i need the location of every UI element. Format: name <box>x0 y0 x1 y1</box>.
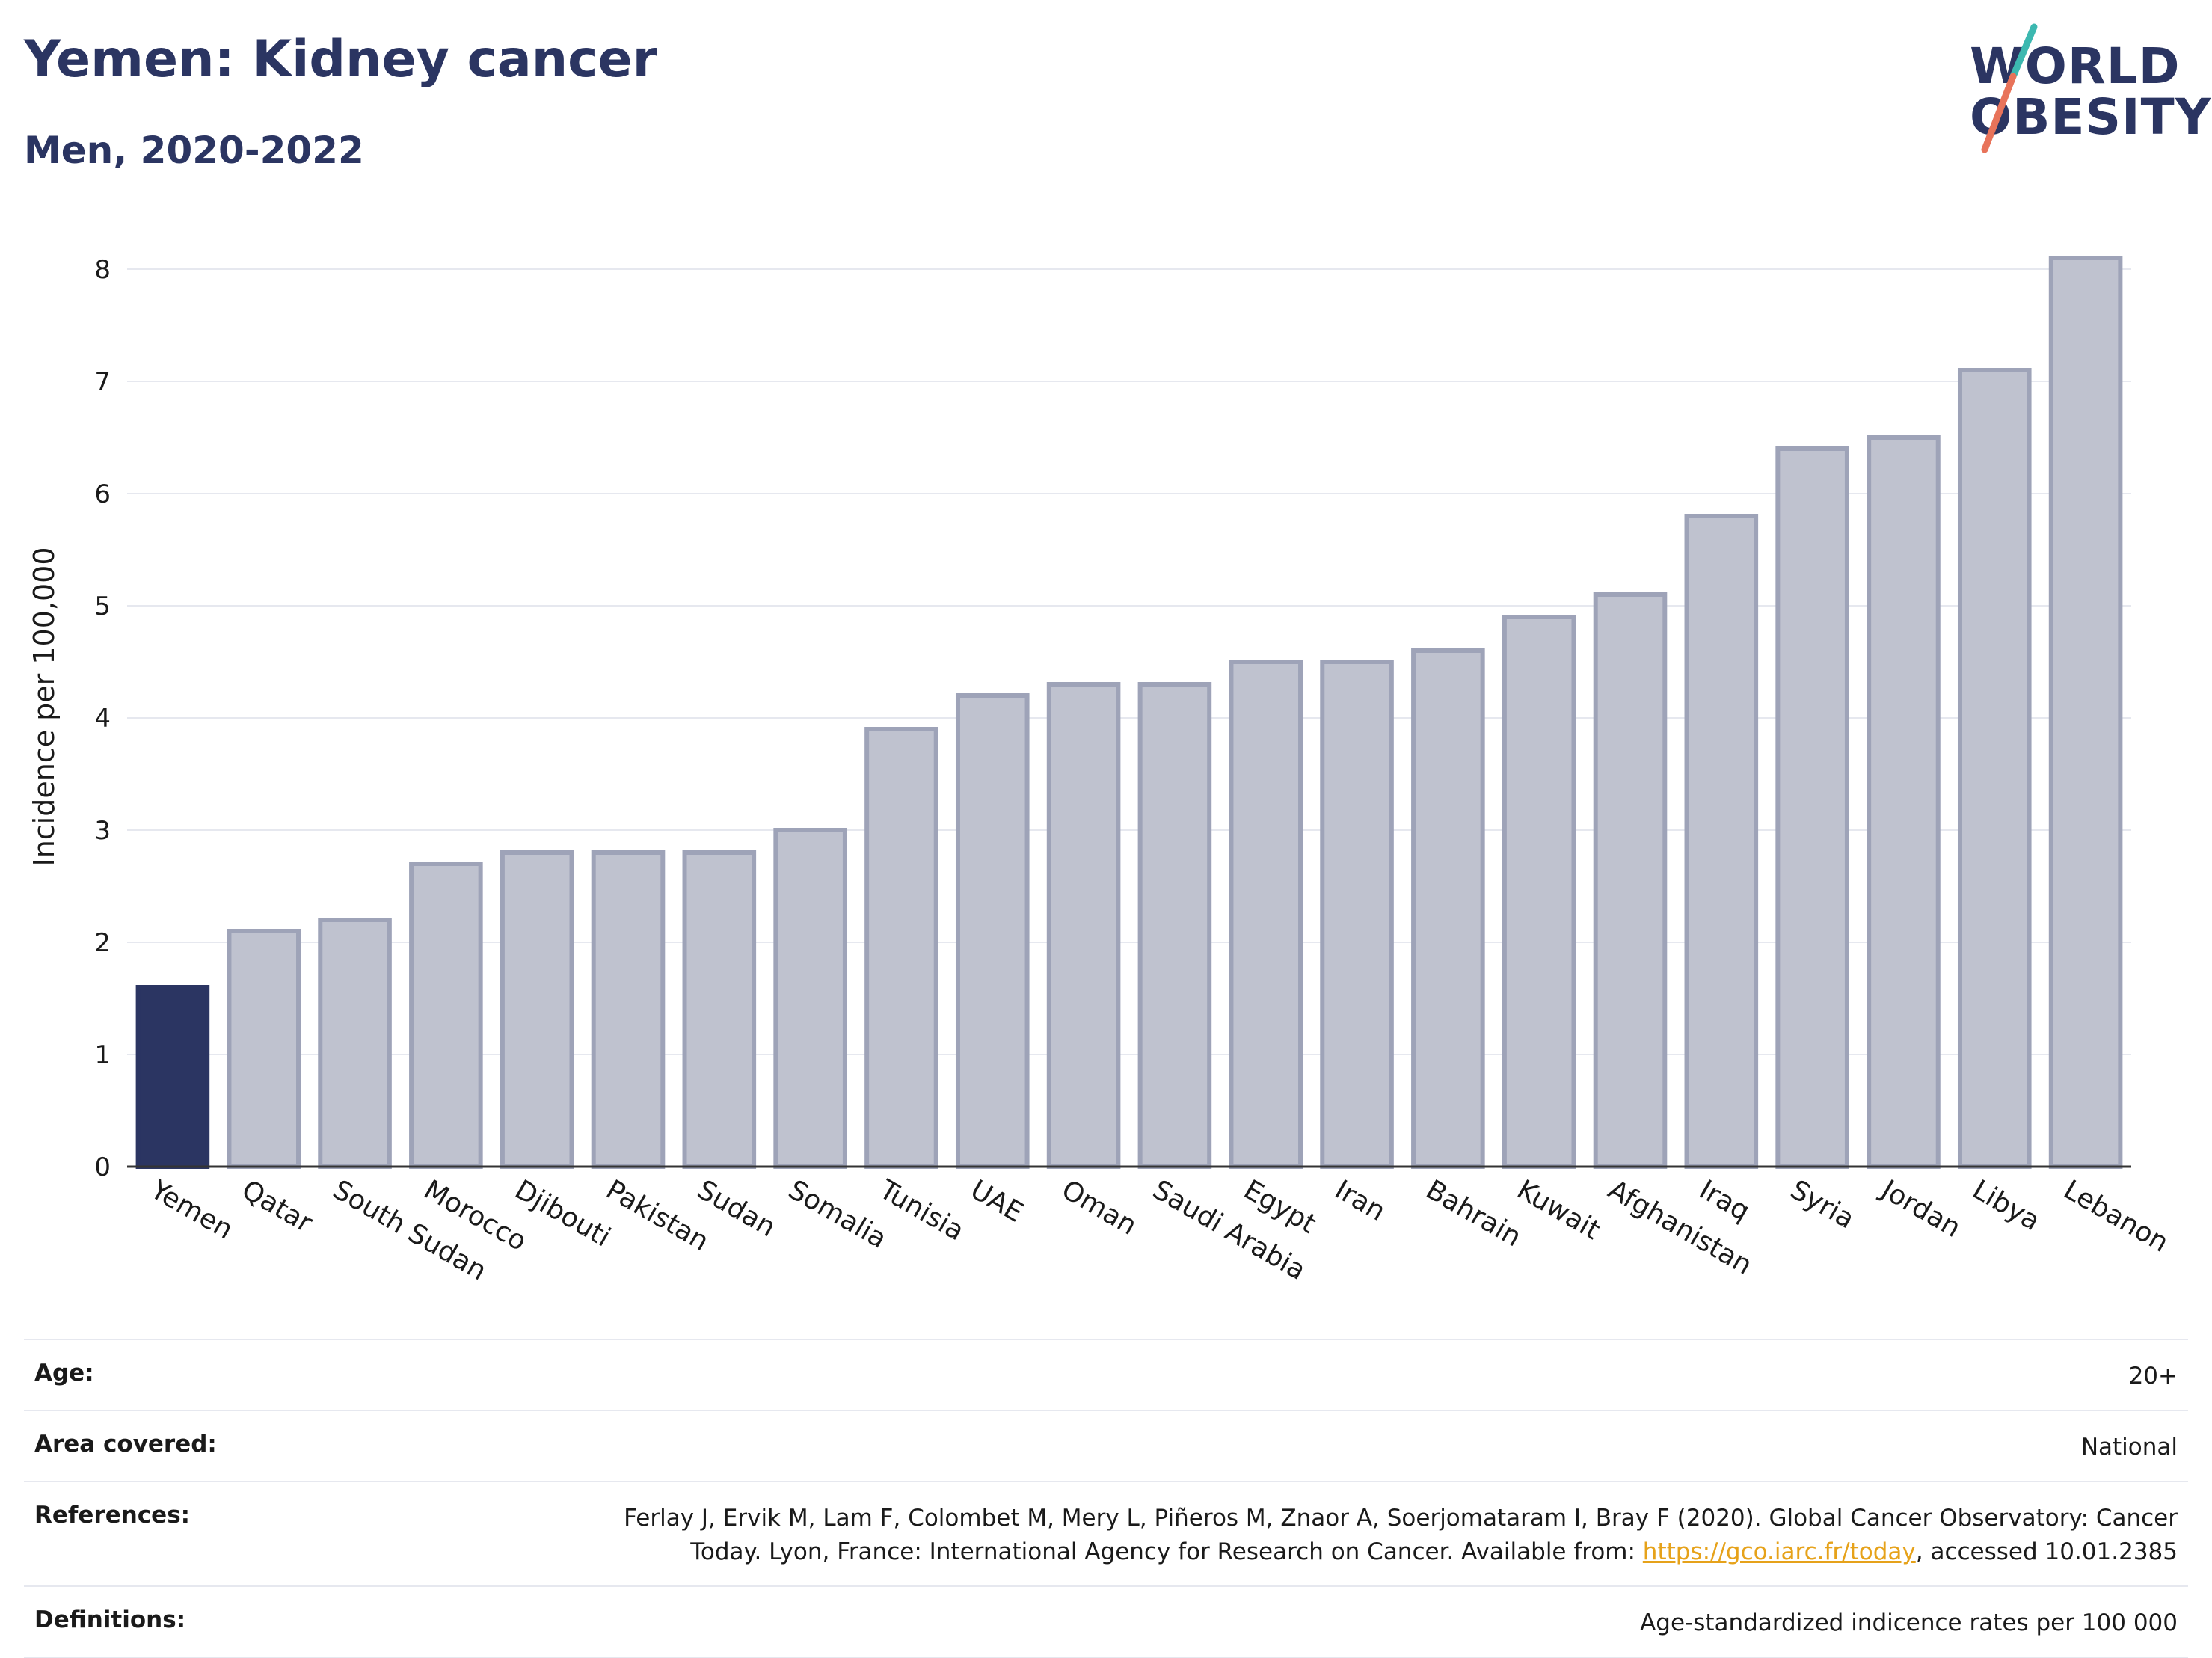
bar-iran <box>1320 660 1394 1169</box>
y-tick-label: 3 <box>94 816 111 846</box>
x-tick-label: Saudi Arabia <box>1147 1174 1310 1286</box>
info-age-value: 20+ <box>2128 1363 2178 1390</box>
info-table: Age: 20+ Area covered: National Referenc… <box>24 1339 2188 1658</box>
bar-jordan <box>1867 435 1941 1169</box>
y-axis-ticks: 0 1 2 3 4 5 6 7 8 <box>94 255 111 1182</box>
x-tick-label: Pakistan <box>601 1174 714 1257</box>
bar-sudan <box>682 850 757 1169</box>
y-tick-label: 0 <box>94 1152 111 1182</box>
x-tick-label: Yemen <box>145 1174 239 1246</box>
bar-kuwait <box>1502 615 1576 1169</box>
bar-djibouti <box>500 850 574 1169</box>
chart-bars <box>135 256 2123 1169</box>
x-tick-label: Iraq <box>1694 1174 1754 1227</box>
bar-tunisia <box>864 727 938 1169</box>
x-tick-label: Qatar <box>236 1174 317 1238</box>
x-tick-label: Jordan <box>1875 1173 1965 1244</box>
page-subtitle: Men, 2020-2022 <box>24 129 364 172</box>
x-tick-label: Libya <box>1967 1174 2045 1237</box>
y-tick-label: 5 <box>94 592 111 621</box>
x-tick-label: South Sudan <box>328 1174 491 1286</box>
logo-word-obesity: OBESITY <box>1970 88 2212 146</box>
x-tick-label: Kuwait <box>1512 1174 1606 1246</box>
bar-egypt <box>1229 660 1303 1169</box>
reference-line-2-prefix: Today. Lyon, France: International Agenc… <box>690 1538 1643 1565</box>
logo-slash-icon <box>1981 23 2038 153</box>
x-tick-label: UAE <box>965 1174 1028 1228</box>
y-tick-label: 2 <box>94 928 111 958</box>
bar-yemen <box>135 985 210 1169</box>
x-tick-label: Syria <box>1785 1174 1859 1235</box>
y-tick-label: 8 <box>94 255 111 285</box>
bar-pakistan <box>591 850 666 1169</box>
bar-afghanistan <box>1593 592 1668 1169</box>
x-tick-label: Lebanon <box>2059 1174 2174 1259</box>
bar-south-sudan <box>318 918 392 1169</box>
y-tick-label: 6 <box>94 479 111 509</box>
page-title: Yemen: Kidney cancer <box>24 30 658 89</box>
y-tick-label: 1 <box>94 1040 111 1070</box>
bar-oman <box>1046 682 1121 1169</box>
bar-iraq <box>1684 514 1759 1169</box>
info-area-label: Area covered: <box>34 1430 217 1458</box>
reference-link[interactable]: https://gco.iarc.fr/today <box>1642 1538 1916 1565</box>
reference-line-2-suffix: , accessed 10.01.2385 <box>1915 1538 2178 1565</box>
x-tick-label: Somalia <box>783 1174 891 1255</box>
info-row-area: Area covered: National <box>24 1409 2188 1481</box>
y-tick-label: 7 <box>94 367 111 397</box>
bar-uae <box>955 693 1030 1169</box>
y-axis-label: Incidence per 100,000 <box>28 547 61 866</box>
x-tick-label: Oman <box>1057 1174 1142 1241</box>
bar-libya <box>1957 368 2032 1169</box>
bar-somalia <box>773 828 847 1169</box>
info-references-value: Ferlay J, Ervik M, Lam F, Colombet M, Me… <box>624 1502 2178 1569</box>
bar-qatar <box>227 929 301 1169</box>
y-tick-label: 4 <box>94 704 111 734</box>
bar-syria <box>1775 446 1849 1169</box>
info-definitions-value: Age-standardized indicence rates per 100… <box>1640 1609 2178 1636</box>
info-row-age: Age: 20+ <box>24 1339 2188 1410</box>
logo-word-world: WORLD <box>1970 37 2181 95</box>
x-tick-label: Djibouti <box>510 1174 615 1253</box>
x-tick-label: Iran <box>1330 1174 1390 1227</box>
info-references-label: References: <box>34 1501 191 1529</box>
bar-bahrain <box>1411 648 1485 1169</box>
info-row-references: References: Ferlay J, Ervik M, Lam F, Co… <box>24 1480 2188 1585</box>
info-area-value: National <box>2080 1433 2178 1461</box>
info-row-definitions: Definitions: Age-standardized indicence … <box>24 1585 2188 1658</box>
info-definitions-label: Definitions: <box>34 1606 186 1633</box>
bar-lebanon <box>2048 256 2123 1169</box>
world-obesity-logo: WORLD OBESITY <box>1952 22 2211 157</box>
reference-line-1: Ferlay J, Ervik M, Lam F, Colombet M, Me… <box>624 1504 2178 1532</box>
bar-morocco <box>409 862 483 1169</box>
x-tick-label: Tunisia <box>873 1174 969 1247</box>
x-tick-label: Bahrain <box>1421 1174 1526 1253</box>
bar-saudi-arabia <box>1137 682 1212 1169</box>
info-age-label: Age: <box>34 1360 94 1387</box>
